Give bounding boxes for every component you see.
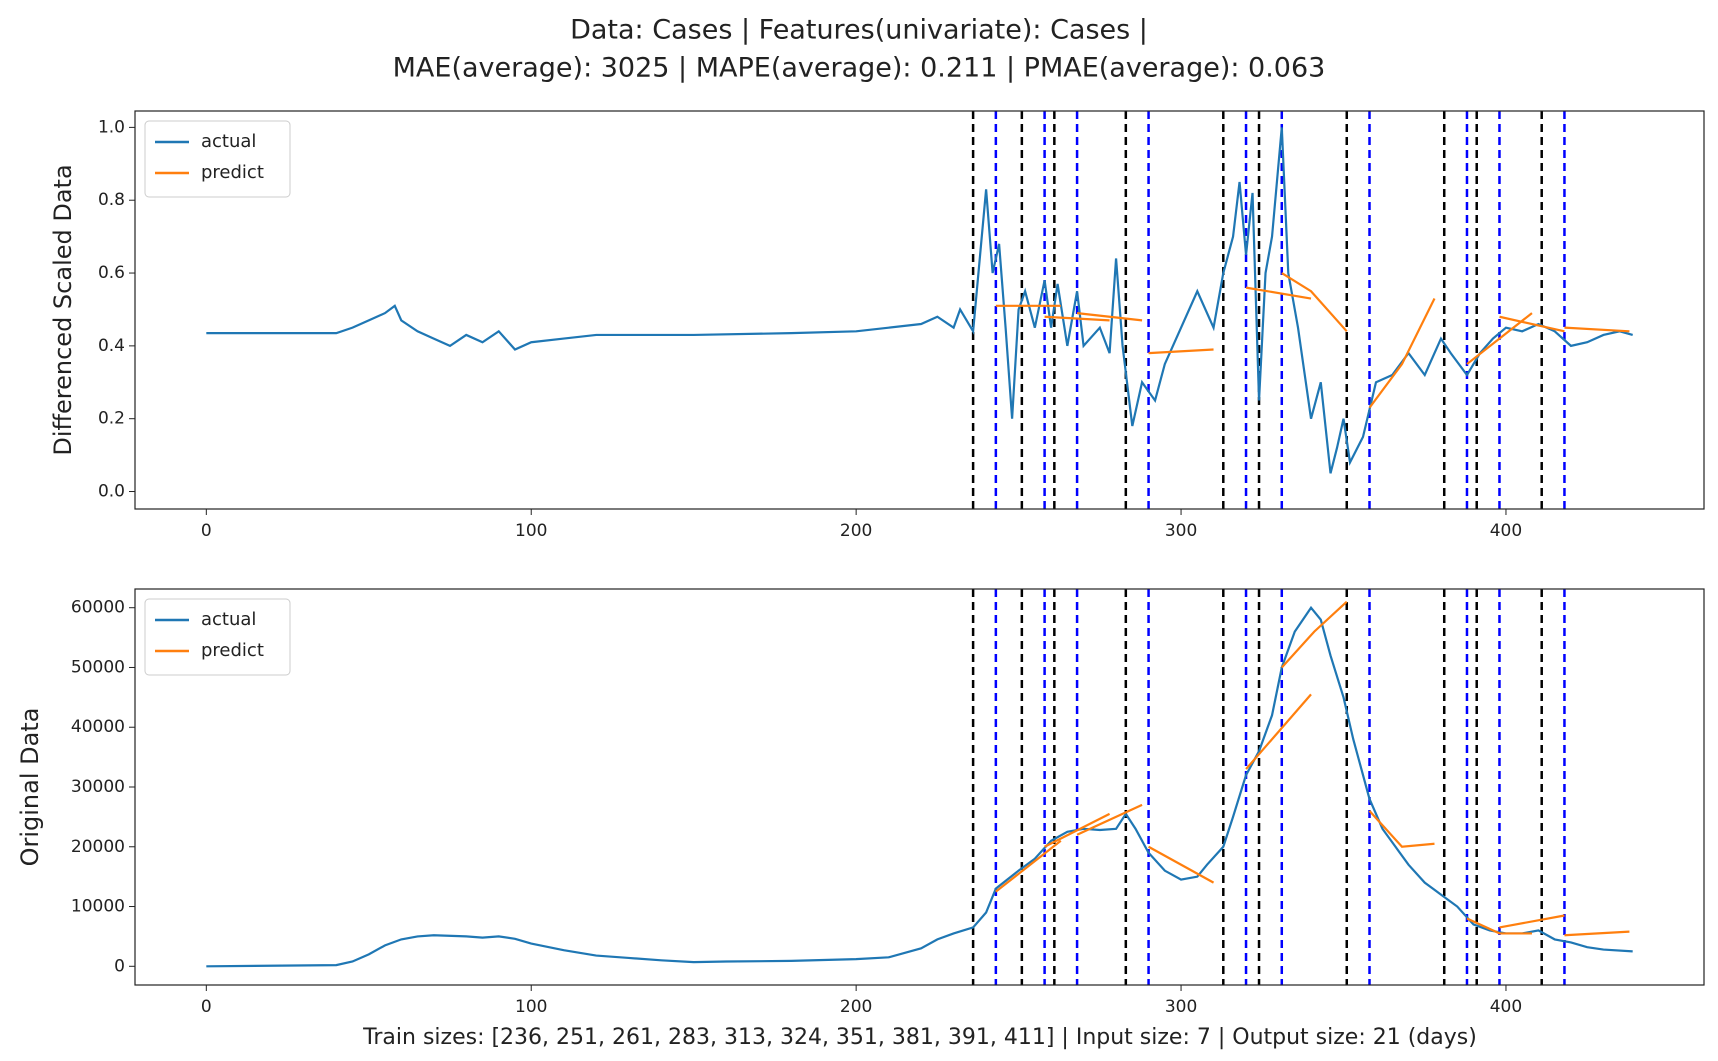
predict-line [1281, 272, 1348, 333]
predict-line [1368, 810, 1435, 848]
predict-line [1564, 326, 1630, 333]
y-tick-label: 50000 [71, 657, 125, 677]
y-tick-label: 30000 [71, 777, 125, 797]
y-tick-label: 1.0 [98, 117, 125, 137]
predict-line [1466, 917, 1532, 935]
title-line: Data: Cases | Features(univariate): Case… [570, 15, 1148, 46]
predict-line [1245, 286, 1312, 300]
plot-area [206, 111, 1633, 509]
legend-box [144, 120, 291, 198]
x-tick-label: 100 [515, 997, 547, 1017]
title-line: MAE(average): 3025 | MAPE(average): 0.21… [393, 53, 1326, 84]
legend-label: predict [201, 162, 264, 183]
y-tick-label: 20000 [71, 837, 125, 857]
predict-line [1076, 312, 1143, 322]
axes-frame [134, 588, 1705, 986]
predict-line [1044, 812, 1111, 848]
legend-label: actual [201, 609, 256, 630]
y-tick-label: 0.6 [98, 263, 125, 283]
y-tick-label: 10000 [71, 897, 125, 917]
predict-line [1280, 600, 1348, 669]
x-tick-label: 200 [840, 521, 872, 541]
predict-line [1044, 315, 1110, 322]
y-tick-label: 0.8 [98, 190, 125, 210]
predict-line [1499, 914, 1565, 929]
y-axis-label: Original Data [16, 708, 44, 867]
series-line [206, 127, 1633, 474]
predict-line [1245, 693, 1312, 770]
predict-line [995, 839, 1062, 893]
y-tick-label: 0.4 [98, 336, 125, 356]
x-tick-label: 300 [1165, 521, 1197, 541]
y-axis-label: Differenced Scaled Data [49, 164, 77, 455]
plot-area [206, 589, 1633, 985]
predict-line [1499, 315, 1565, 333]
x-tick-label: 400 [1490, 997, 1522, 1017]
y-tick-label: 60000 [71, 598, 125, 618]
x-tick-label: 200 [840, 997, 872, 1017]
x-tick-label: 0 [201, 521, 212, 541]
x-tick-label: 0 [201, 997, 212, 1017]
y-tick-label: 0.2 [98, 409, 125, 429]
predict-line [1148, 348, 1214, 355]
x-tick-label: 300 [1165, 997, 1197, 1017]
series-line [206, 605, 1633, 968]
caption: Train sizes: [236, 251, 261, 283, 313, 3… [362, 1025, 1477, 1050]
predict-line [1148, 845, 1215, 884]
predict-line [1076, 803, 1143, 836]
y-tick-label: 0.0 [98, 482, 125, 502]
y-tick-label: 40000 [71, 717, 125, 737]
x-tick-label: 100 [515, 521, 547, 541]
x-tick-label: 400 [1490, 521, 1522, 541]
predict-line [1564, 930, 1630, 937]
predict-line [1368, 298, 1436, 409]
legend-label: predict [201, 640, 264, 661]
legend-box [144, 598, 291, 676]
legend-label: actual [201, 131, 256, 152]
y-tick-label: 0 [114, 956, 125, 976]
axes-frame [134, 110, 1705, 510]
